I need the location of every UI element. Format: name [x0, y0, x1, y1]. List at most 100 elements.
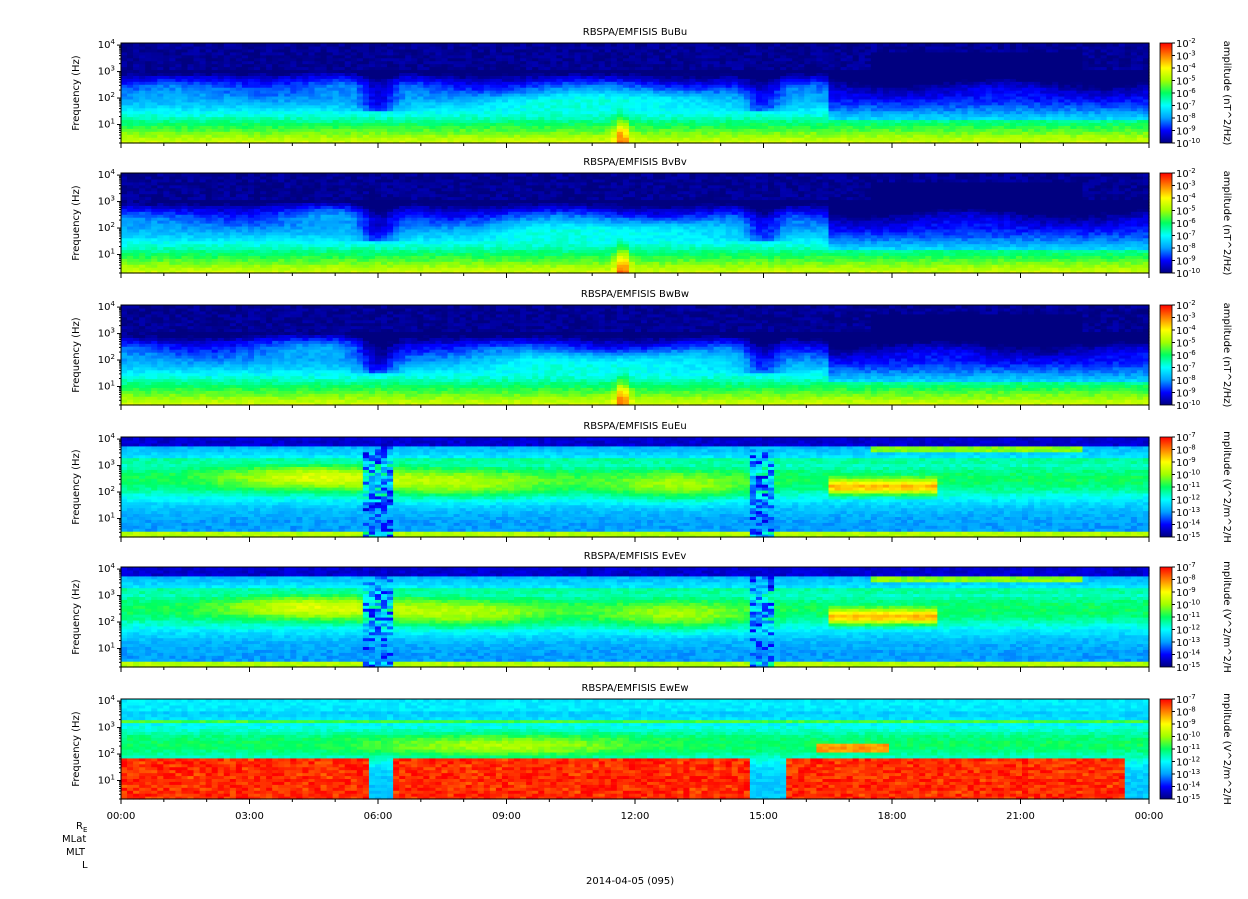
spectrogram-cell: [272, 43, 279, 47]
panel-title: RBSPA/EMFISIS BuBu: [583, 27, 687, 38]
spectrogram-cell: [139, 43, 146, 47]
spectrogram-cell: [575, 43, 582, 47]
spectrogram-cell: [508, 43, 515, 47]
spectrogram-cell: [599, 43, 606, 47]
spectrogram-cell: [502, 43, 509, 47]
spectrogram-cell: [804, 43, 811, 47]
spectrogram-cell: [230, 43, 237, 47]
spectrogram-cell: [369, 43, 376, 47]
spectrogram-cell: [333, 43, 340, 47]
spectrogram-cell: [441, 43, 448, 47]
spectrogram-cell: [689, 43, 696, 47]
spectrogram-cell: [695, 43, 702, 47]
spectrogram-cell: [435, 43, 442, 47]
spectrogram-cell: [490, 43, 497, 47]
spectrogram-cell: [538, 43, 545, 47]
spectrogram-cell: [151, 43, 158, 47]
spectrogram-cell: [242, 43, 249, 47]
spectrogram-cell: [556, 43, 563, 47]
spectrogram-cell: [562, 43, 569, 47]
spectrogram-cell: [520, 43, 527, 47]
spectrogram-cell: [841, 43, 848, 47]
spectrogram-cell: [308, 43, 315, 47]
spectrogram-cell: [683, 43, 690, 47]
spectrogram-cell: [351, 43, 358, 47]
spectrogram-cell: [411, 43, 418, 47]
spectrogram-cell: [266, 43, 273, 47]
spectrogram-cell: [163, 43, 170, 47]
spectrogram-cell: [188, 43, 195, 47]
spectrogram-cell: [726, 43, 733, 47]
spectrogram-cell: [169, 43, 176, 47]
panel-bubu: RBSPA/EMFISIS BuBu101102103104Frequency …: [71, 27, 1232, 150]
spectrogram-cell: [659, 43, 666, 47]
spectrogram-cell: [532, 43, 539, 47]
spectrogram-cell: [810, 43, 817, 47]
spectrogram-cell: [302, 43, 309, 47]
spectrogram-cell: [157, 43, 164, 47]
spectrogram-cell: [399, 43, 406, 47]
spectrogram-cell: [756, 43, 763, 47]
spectrogram-cell: [526, 43, 533, 47]
spectrogram-cell: [641, 43, 648, 47]
spectrogram-cell: [581, 43, 588, 47]
spectrogram-cell: [448, 43, 455, 47]
spectrogram-cell: [260, 43, 267, 47]
spectrogram-cell: [327, 43, 334, 47]
spectrogram-cell: [671, 43, 678, 47]
spectrogram-cell: [829, 43, 836, 47]
spectrogram-cell: [865, 43, 872, 47]
spectrogram-cell: [339, 43, 346, 47]
spectrogram-cell: [768, 43, 775, 47]
spectrogram-cell: [568, 43, 575, 47]
spectrogram-cell: [417, 43, 424, 47]
spectrogram-cell: [744, 43, 751, 47]
spectrogram-cell: [393, 43, 400, 47]
spectrogram-cell: [786, 43, 793, 47]
spectrogram-cell: [296, 43, 303, 47]
spectrogram-cell: [381, 43, 388, 47]
spectrogram-cell: [484, 43, 491, 47]
spectrogram-cell: [423, 43, 430, 47]
spectrogram-cell: [647, 43, 654, 47]
spectrogram-cell: [478, 43, 485, 47]
spectrogram-cell: [708, 43, 715, 47]
spectrogram-cell: [822, 43, 829, 47]
spectrogram-cell: [550, 43, 557, 47]
spectrogram-cell: [429, 43, 436, 47]
spectrogram-cell: [387, 43, 394, 47]
spectrogram-cell: [181, 43, 188, 47]
spectrogram-cell: [466, 43, 473, 47]
spectrogram-cell: [702, 43, 709, 47]
spectrogram-cell: [762, 43, 769, 47]
spectrogram-cell: [665, 43, 672, 47]
spectrogram-cell: [357, 43, 364, 47]
spectrogram-cell: [617, 43, 624, 47]
spectrogram-cell: [780, 43, 787, 47]
spectrogram-cell: [835, 43, 842, 47]
spectrogram-cell: [218, 43, 225, 47]
spectrogram-cell: [859, 43, 866, 47]
spectrogram-cell: [175, 43, 182, 47]
spectrogram-cell: [635, 43, 642, 47]
spectrogram-cell: [720, 43, 727, 47]
spectrogram-cell: [206, 43, 213, 47]
spectrogram-cell: [133, 43, 140, 47]
spectrogram-cell: [278, 43, 285, 47]
spectrogram-cell: [345, 43, 352, 47]
spectrogram-cell: [871, 43, 878, 47]
spectrogram-cell: [605, 43, 612, 47]
spectrogram-cell: [194, 43, 201, 47]
spectrogram-cell: [200, 43, 207, 47]
spectrogram-cell: [248, 43, 255, 47]
spectrogram-cell: [460, 43, 467, 47]
spectrogram-cell: [798, 43, 805, 47]
spectrogram-cell: [653, 43, 660, 47]
spectrogram-cell: [321, 43, 328, 47]
spectrogram-cell: [750, 43, 757, 47]
spectrogram-cell: [224, 43, 231, 47]
spectrogram-cell: [677, 43, 684, 47]
spectrogram-cell: [145, 43, 152, 47]
spectrogram-cells: [121, 43, 1150, 144]
spectrogram-cell: [405, 43, 412, 47]
